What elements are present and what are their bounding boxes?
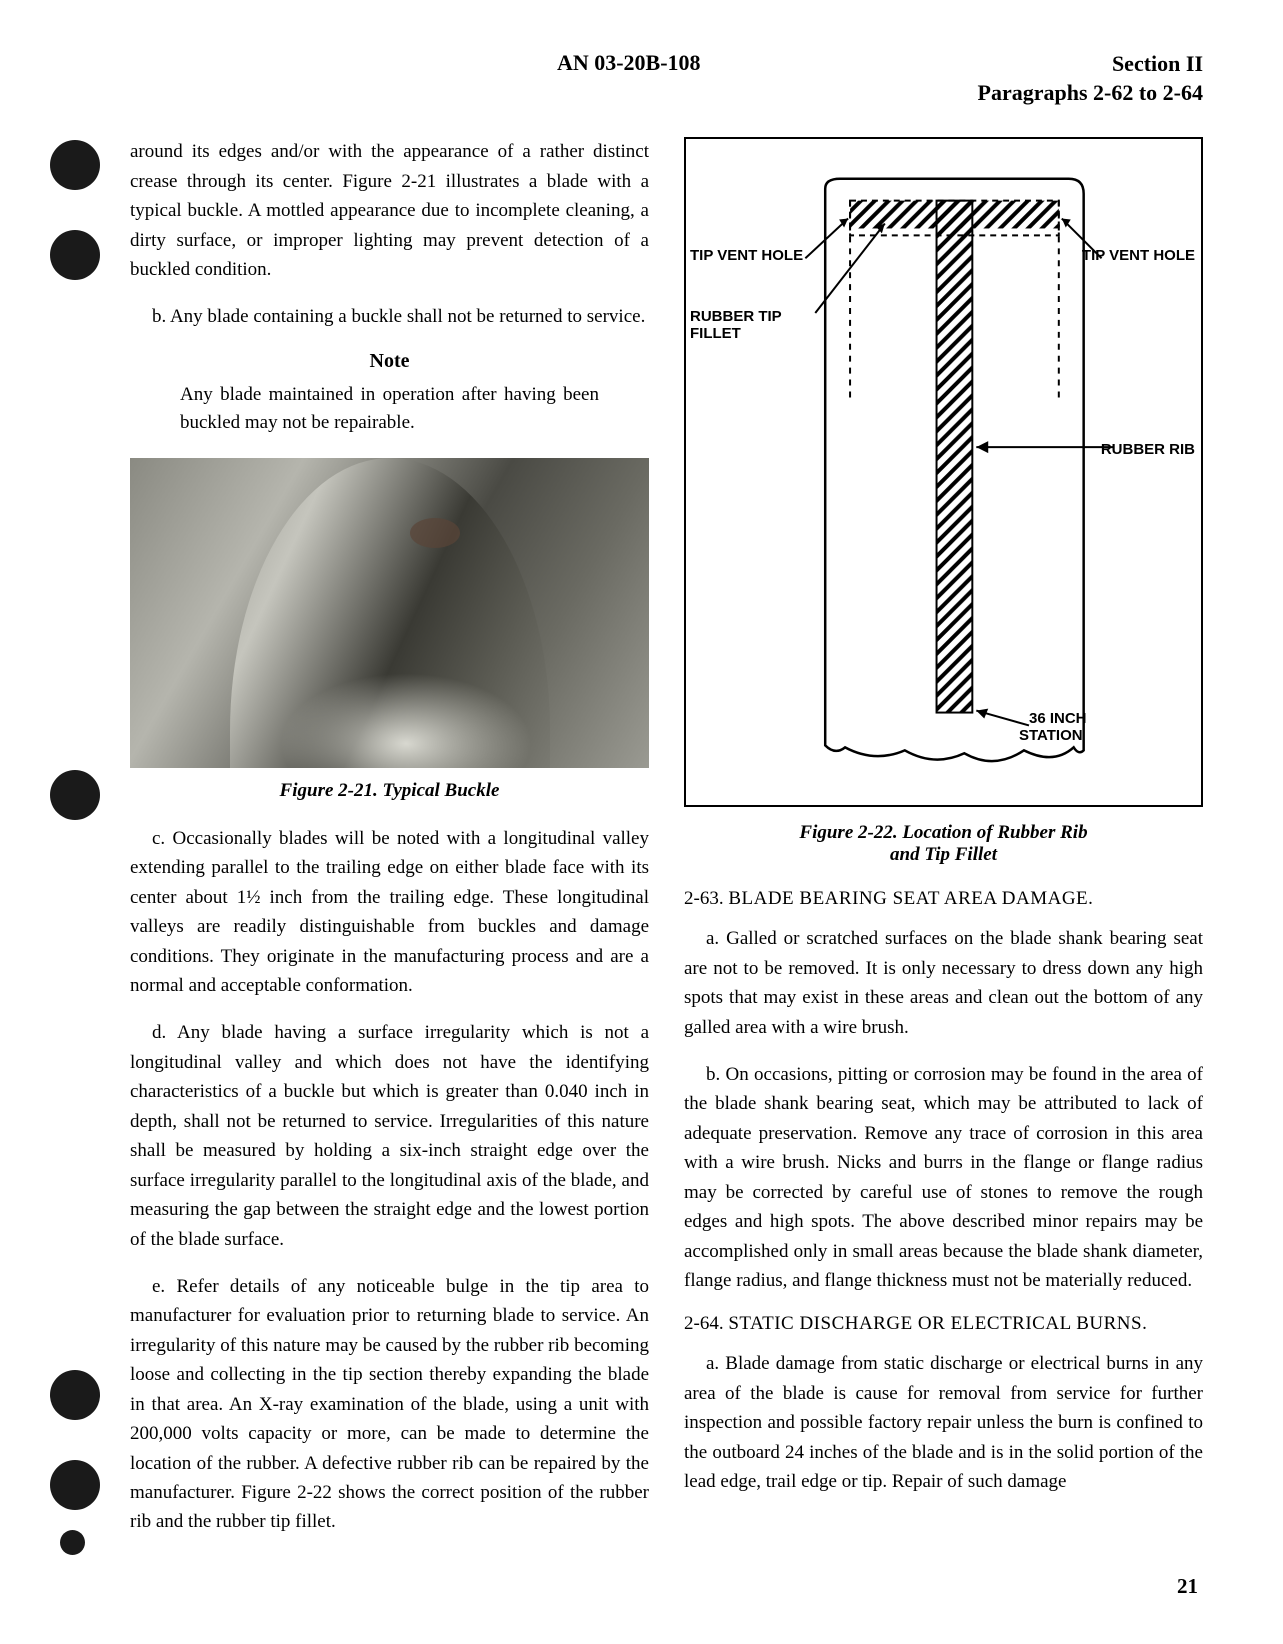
punch-hole bbox=[50, 1460, 100, 1510]
note-text: Any blade maintained in operation after … bbox=[180, 381, 599, 438]
section-heading-264: 2-64. STATIC DISCHARGE OR ELECTRICAL BUR… bbox=[684, 1313, 1203, 1335]
document-number: AN 03-20B-108 bbox=[130, 50, 978, 76]
paragraph: b. On occasions, pitting or corrosion ma… bbox=[684, 1060, 1203, 1296]
diagram-label-fillet: FILLET bbox=[690, 325, 741, 342]
diagram-label-36inch: 36 INCH bbox=[1029, 710, 1087, 727]
diagram-label-rubber-tip: RUBBER TIP bbox=[690, 308, 782, 325]
punch-hole-small bbox=[60, 1530, 85, 1555]
paragraph: c. Occasionally blades will be noted wit… bbox=[130, 824, 649, 1001]
paragraph: b. Any blade containing a buckle shall n… bbox=[130, 302, 649, 331]
paragraph: around its edges and/or with the appeara… bbox=[130, 137, 649, 284]
paragraph: a. Blade damage from static discharge or… bbox=[684, 1349, 1203, 1496]
diagram-label-rubber-rib: RUBBER RIB bbox=[1101, 441, 1195, 458]
punch-hole bbox=[50, 140, 100, 190]
paragraph: e. Refer details of any noticeable bulge… bbox=[130, 1272, 649, 1537]
diagram-label-tip-vent-left: TIP VENT HOLE bbox=[690, 247, 803, 264]
figure-2-22-caption: Figure 2-22. Location of Rubber Rib and … bbox=[684, 822, 1203, 866]
punch-hole bbox=[50, 1370, 100, 1420]
paragraph: a. Galled or scratched surfaces on the b… bbox=[684, 924, 1203, 1042]
left-column: around its edges and/or with the appeara… bbox=[130, 137, 649, 1555]
punch-hole bbox=[50, 230, 100, 280]
paragraph: d. Any blade having a surface irregulari… bbox=[130, 1018, 649, 1254]
section-label: Section II bbox=[978, 50, 1203, 79]
figure-2-21-caption: Figure 2-21. Typical Buckle bbox=[130, 780, 649, 802]
note-heading: Note bbox=[130, 350, 649, 373]
diagram-label-tip-vent-right: TIP VENT HOLE bbox=[1082, 247, 1195, 264]
diagram-label-station: STATION bbox=[1019, 727, 1083, 744]
section-heading-263: 2-63. BLADE BEARING SEAT AREA DAMAGE. bbox=[684, 888, 1203, 910]
page-number: 21 bbox=[1177, 1574, 1198, 1599]
paragraph-range: Paragraphs 2-62 to 2-64 bbox=[978, 79, 1203, 108]
figure-2-22-diagram: TIP VENT HOLE TIP VENT HOLE RUBBER TIP F… bbox=[684, 137, 1203, 807]
right-column: TIP VENT HOLE TIP VENT HOLE RUBBER TIP F… bbox=[684, 137, 1203, 1555]
page-header: AN 03-20B-108 Section II Paragraphs 2-62… bbox=[130, 50, 1203, 107]
figure-2-21-photo bbox=[130, 458, 649, 768]
punch-hole bbox=[50, 770, 100, 820]
